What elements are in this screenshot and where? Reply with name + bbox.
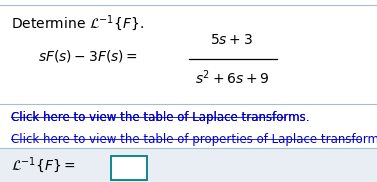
Text: Click here to view the table of Laplace transforms.: Click here to view the table of Laplace … [11, 111, 310, 124]
Text: Determine $\mathcal{L}^{-1}\{F\}.$: Determine $\mathcal{L}^{-1}\{F\}.$ [11, 13, 144, 33]
Text: Click here to view the table of Laplace transforms.: Click here to view the table of Laplace … [11, 111, 310, 124]
Text: $5s + 3$: $5s + 3$ [210, 33, 253, 47]
Text: $sF(s) - 3F(s) =$: $sF(s) - 3F(s) =$ [38, 48, 138, 64]
FancyBboxPatch shape [111, 156, 147, 180]
Text: $\mathcal{L}^{-1}\{F\} = $: $\mathcal{L}^{-1}\{F\} = $ [11, 156, 76, 175]
Text: Click here to view the table of properties of Laplace transforms.: Click here to view the table of properti… [11, 133, 377, 146]
Text: $s^2 + 6s + 9$: $s^2 + 6s + 9$ [195, 68, 269, 87]
FancyBboxPatch shape [0, 0, 377, 155]
FancyBboxPatch shape [0, 148, 377, 182]
